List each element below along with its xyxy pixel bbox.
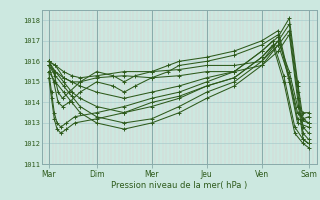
X-axis label: Pression niveau de la mer( hPa ): Pression niveau de la mer( hPa ) bbox=[111, 181, 247, 190]
